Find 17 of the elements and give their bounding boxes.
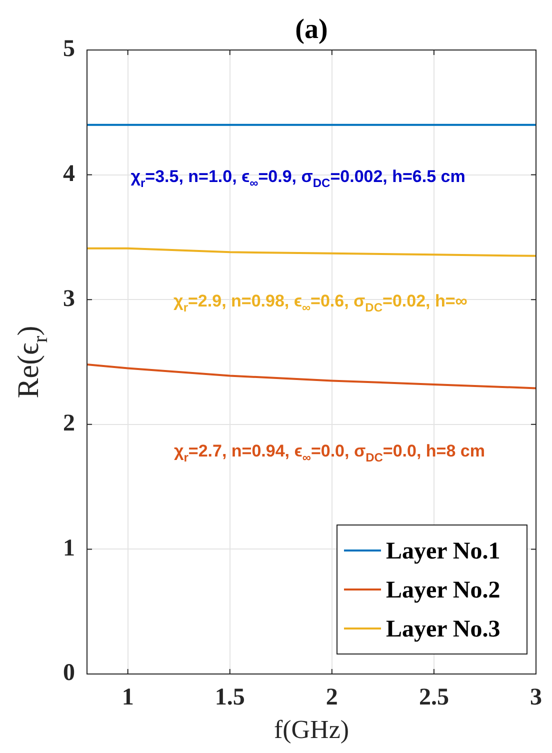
- y-tick-label: 4: [63, 161, 75, 188]
- x-axis-title: f(GHz): [274, 715, 350, 744]
- x-tick-label: 2: [326, 684, 338, 711]
- y-tick-label: 2: [63, 410, 75, 437]
- legend-label: Layer No.1: [386, 538, 500, 564]
- y-tick-label: 0: [63, 660, 75, 686]
- y-tick-label: 1: [63, 535, 75, 562]
- x-tick-label: 1.5: [214, 684, 245, 711]
- y-tick-label: 3: [63, 286, 75, 312]
- x-tick-label: 1: [122, 684, 134, 711]
- chart-title: (a): [295, 14, 328, 45]
- y-axis-title: Re(ϵr): [12, 326, 52, 398]
- x-tick-label: 3: [530, 684, 542, 711]
- x-tick-label: 2.5: [418, 684, 449, 711]
- legend-label: Layer No.3: [386, 616, 500, 642]
- legend-label: Layer No.2: [386, 578, 500, 604]
- y-tick-label: 5: [63, 36, 75, 62]
